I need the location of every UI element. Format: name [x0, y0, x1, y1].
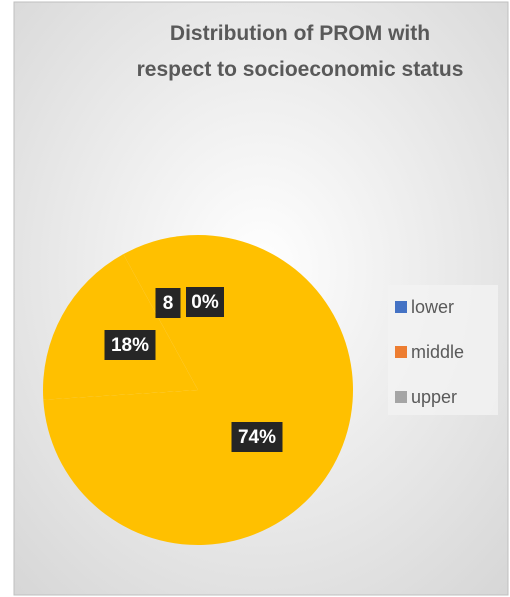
legend-label: upper: [411, 387, 457, 407]
legend-swatch: [395, 391, 407, 403]
data-label-box: [186, 287, 224, 317]
data-label: 74%: [238, 427, 276, 448]
data-label: 18%: [111, 335, 149, 356]
legend-swatch: [395, 346, 407, 358]
data-label-box: [104, 330, 156, 360]
legend-label: lower: [411, 297, 454, 317]
data-label-box: [155, 288, 181, 318]
legend: lower middle upper: [388, 285, 498, 415]
pie-slice: [43, 235, 354, 545]
data-label: 8: [163, 293, 174, 314]
chart-title: Distribution of PROM with respect to soci…: [137, 22, 464, 81]
pie-slice: [43, 254, 198, 400]
legend-label: middle: [411, 342, 464, 362]
legend-swatch: [395, 301, 407, 313]
data-label: 0%: [191, 292, 219, 313]
data-label-box: [231, 422, 283, 452]
